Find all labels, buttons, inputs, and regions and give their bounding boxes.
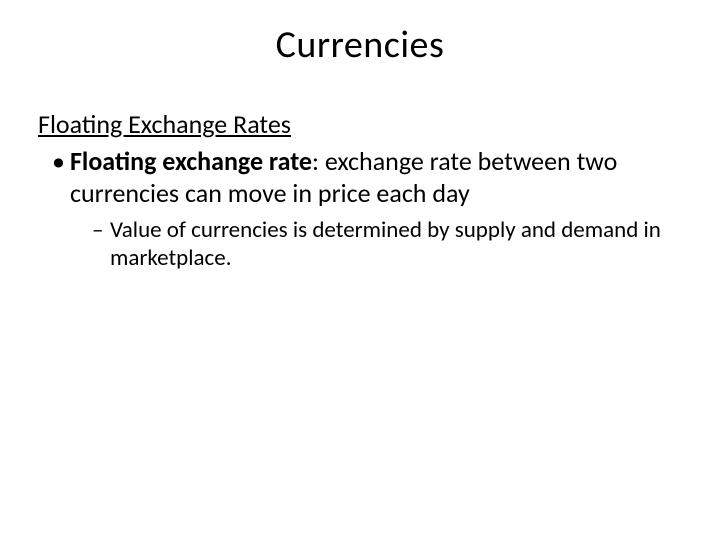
dash-marker-icon: – — [92, 216, 110, 245]
bullet-marker-icon: • — [52, 145, 70, 178]
bullet-level-1: •Floating exchange rate: exchange rate b… — [38, 145, 682, 210]
section-heading: Floating Exchange Rates — [38, 108, 682, 141]
bullet-level-2: –Value of currencies is determined by su… — [38, 216, 682, 274]
subbullet-text: Value of currencies is determined by sup… — [110, 216, 661, 273]
bullet-term: Floating exchange rate — [70, 145, 312, 177]
slide-title: Currencies — [0, 0, 720, 68]
slide: Currencies Floating Exchange Rates •Floa… — [0, 0, 720, 540]
slide-body: Floating Exchange Rates •Floating exchan… — [0, 68, 720, 273]
